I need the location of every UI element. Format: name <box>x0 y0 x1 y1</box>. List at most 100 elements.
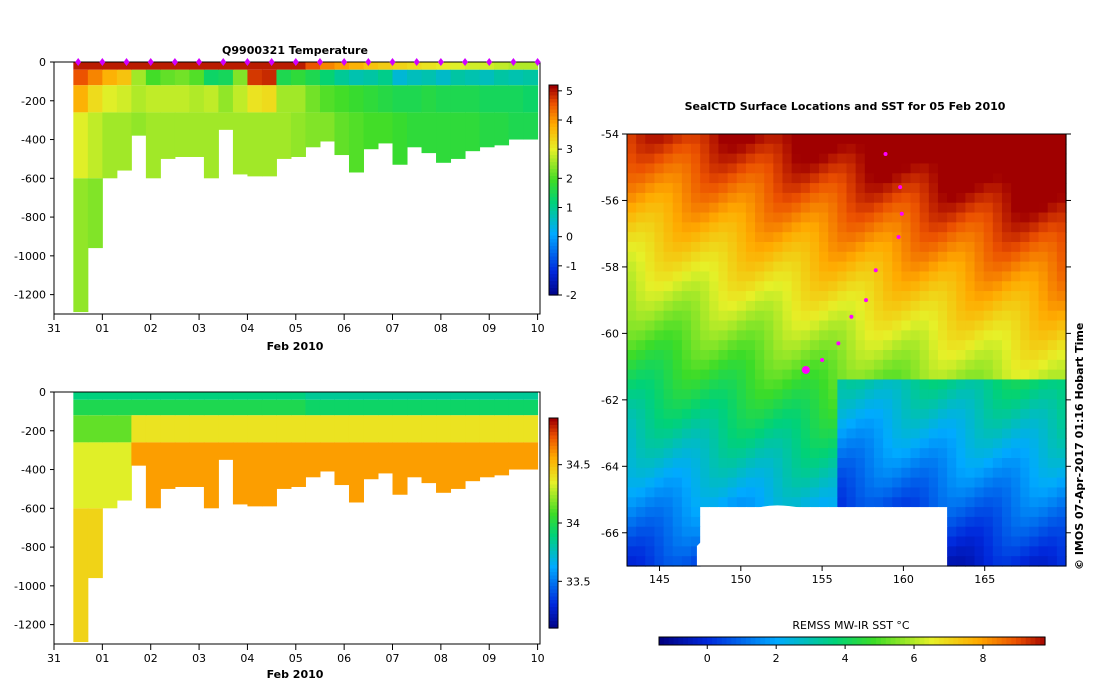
sst-cell <box>1029 526 1040 538</box>
sst-cell <box>782 163 793 174</box>
sst-cell <box>910 192 921 204</box>
sst-cell <box>636 183 646 194</box>
sst-cell <box>919 222 930 233</box>
sst-colorbar-tick-label: 0 <box>704 652 711 665</box>
section-cell <box>479 62 495 70</box>
y-tick-label: -600 <box>21 172 46 185</box>
sst-cell <box>1038 251 1049 263</box>
sst-cell <box>1038 202 1049 214</box>
sst-cell <box>672 516 683 528</box>
sst-cell <box>910 526 921 538</box>
sst-colorbar-swatch <box>914 637 921 645</box>
sst-cell <box>645 546 656 557</box>
sst-cell <box>663 556 674 567</box>
section-cell <box>276 85 292 113</box>
sst-cell <box>1001 300 1012 312</box>
sst-cell <box>873 497 884 508</box>
sst-cell <box>736 300 747 312</box>
sst-cell <box>1020 516 1031 528</box>
sst-cell <box>800 202 811 214</box>
section-cell <box>334 69 350 86</box>
sst-cell <box>755 143 765 155</box>
sst-cell <box>727 408 738 420</box>
sst-cell <box>956 320 966 331</box>
sst-cell <box>745 458 756 469</box>
sst-cell <box>1038 291 1049 302</box>
sst-cell <box>983 242 994 253</box>
sst-cell <box>718 183 729 194</box>
section-cell <box>523 399 539 416</box>
sst-cell <box>892 448 902 459</box>
sst-cell <box>837 281 848 292</box>
section-cell <box>102 442 118 509</box>
sst-cell <box>1011 408 1021 420</box>
sst-cell <box>1056 134 1067 145</box>
sst-cell <box>755 242 765 253</box>
sst-cell <box>974 212 985 223</box>
sst-cell <box>846 281 857 292</box>
colorbar-swatch <box>549 614 558 619</box>
colorbar-swatch <box>549 109 558 114</box>
sst-cell <box>1047 173 1058 184</box>
sst-cell <box>819 448 829 459</box>
sst-cell <box>974 242 985 253</box>
sst-cell <box>919 271 930 282</box>
sst-cell <box>873 330 884 341</box>
sst-cell <box>956 291 966 302</box>
sst-cell <box>800 242 811 253</box>
sst-cell <box>974 477 985 489</box>
sst-cell <box>974 192 985 204</box>
sst-cell <box>819 369 829 381</box>
sst-cell <box>873 281 884 292</box>
sst-cell <box>764 350 774 361</box>
sst-cell <box>883 143 893 155</box>
sst-cell <box>718 399 729 410</box>
sst-cell <box>947 438 957 449</box>
sst-cell <box>1056 202 1067 214</box>
colorbar-swatch <box>549 141 558 146</box>
colorbar-swatch <box>549 99 558 104</box>
sst-cell <box>1011 222 1021 233</box>
sst-cell <box>645 271 656 282</box>
sst-map-credit: © IMOS 07-Apr-2017 01:16 Hobart Time <box>1073 323 1086 570</box>
colorbar-swatch <box>549 572 558 577</box>
sst-cell <box>873 183 884 194</box>
sst-cell <box>846 153 857 165</box>
sst-cell <box>672 467 683 479</box>
section-cell <box>334 85 350 113</box>
sst-cell <box>928 350 939 361</box>
sst-cell <box>782 477 793 489</box>
sst-cell <box>919 536 930 547</box>
sst-cell <box>892 526 902 538</box>
sst-cell <box>937 369 948 381</box>
sst-cell <box>700 330 710 341</box>
seal-location-marker <box>899 211 904 216</box>
sst-cell <box>1047 516 1058 528</box>
sst-cell <box>1038 183 1049 194</box>
sst-cell <box>919 153 930 165</box>
sst-cell <box>645 232 656 243</box>
sst-cell <box>773 222 784 233</box>
section-cell <box>189 399 205 416</box>
sst-cell <box>837 369 848 381</box>
x-tick-label: 06 <box>337 322 351 335</box>
sst-cell <box>681 389 692 400</box>
sst-cell <box>965 526 976 538</box>
sst-cell <box>691 340 701 351</box>
sst-cell <box>1020 320 1031 331</box>
sst-cell <box>873 291 884 302</box>
sst-cell <box>937 271 948 282</box>
sst-cell <box>910 448 921 459</box>
temperature-panel: Q9900321 Temperature 31 01 02 03 04 05 06 07 08 0… <box>14 44 577 353</box>
sst-cell <box>992 153 1003 165</box>
sst-cell <box>755 134 765 145</box>
sst-cell <box>937 310 948 322</box>
sst-cell <box>718 350 729 361</box>
sst-cell <box>1029 192 1040 204</box>
sst-cell <box>983 340 994 351</box>
sst-cell <box>691 242 701 253</box>
sst-cell <box>1038 379 1049 390</box>
sst-cell <box>819 202 829 214</box>
sst-cell <box>663 183 674 194</box>
